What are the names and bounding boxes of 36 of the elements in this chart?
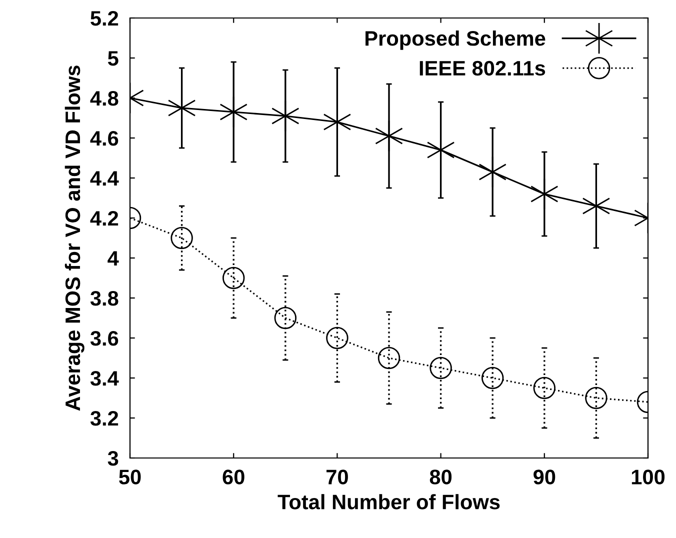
- y-tick-label: 3.2: [90, 411, 118, 426]
- y-tick-label: 5: [108, 51, 118, 66]
- point: [530, 178, 558, 210]
- y-tick-label: 5.2: [90, 11, 118, 26]
- legend-label: Proposed Scheme: [366, 30, 546, 50]
- x-tick-label: 70: [326, 470, 348, 484]
- y-tick-label: 3: [108, 451, 118, 466]
- x-tick-label: 60: [222, 470, 244, 484]
- y-axis-title: Average MOS for VO and VD Flows: [64, 66, 84, 411]
- point: [274, 306, 297, 330]
- point: [478, 156, 507, 188]
- y-tick-label: 4.6: [90, 131, 118, 146]
- point: [375, 120, 403, 152]
- point: [481, 366, 504, 390]
- point: [585, 386, 608, 410]
- x-tick-label: 100: [632, 470, 665, 484]
- point: [430, 356, 452, 380]
- point: [326, 326, 348, 350]
- y-tick-label: 4.8: [90, 91, 118, 106]
- point: [378, 346, 400, 370]
- point: [271, 100, 300, 132]
- x-axis-title: Total Number of Flows: [278, 494, 500, 510]
- point: [220, 96, 248, 128]
- y-tick-label: 3.4: [90, 371, 119, 386]
- y-tick-label: 3.6: [90, 331, 118, 346]
- x-tick-label: 80: [430, 470, 452, 484]
- point: [170, 226, 193, 250]
- x-tick-label: 90: [534, 470, 556, 484]
- y-tick-label: 4: [108, 251, 119, 266]
- y-tick-label: 4.2: [90, 211, 118, 226]
- y-tick-label: 4.4: [90, 171, 119, 186]
- x-tick-label: 50: [119, 470, 141, 484]
- point: [222, 266, 245, 290]
- y-tick-label: 3.8: [90, 291, 118, 306]
- point: [533, 376, 556, 400]
- legend-label: IEEE 802.11s: [420, 60, 546, 76]
